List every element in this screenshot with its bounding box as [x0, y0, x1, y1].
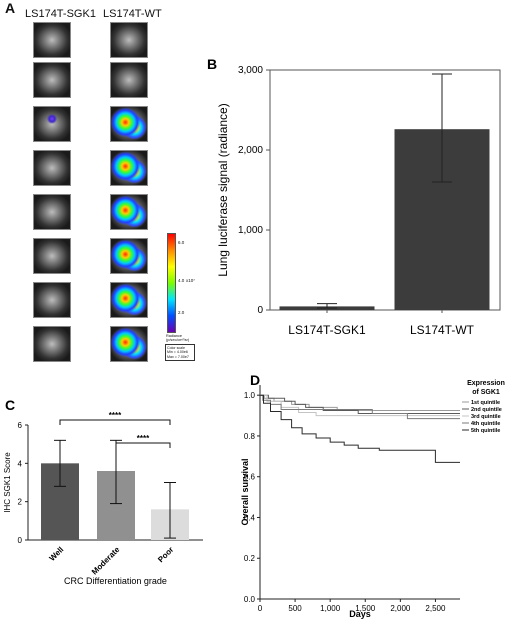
y-tick-label: 2,000	[238, 145, 263, 156]
x-tick-label: Poor	[156, 545, 175, 564]
y-tick-label: 0.0	[244, 595, 256, 604]
significance-bracket	[115, 442, 171, 448]
lung-image-wt-4	[110, 150, 148, 186]
colorbar-units-label: Radiance	[166, 334, 183, 338]
col-label-sgk1: LS174T-SGK1	[25, 8, 96, 20]
x-axis-label: CRC Differentiation grade	[64, 576, 167, 586]
lung-image-wt-6	[110, 238, 148, 274]
colorbar-tick-4: 4.0	[178, 278, 185, 283]
legend-label: 4th quintile	[471, 421, 500, 427]
x-tick-label: 1,500	[355, 604, 376, 613]
colorbar-max: Max = 7.00e7	[167, 354, 189, 359]
panel-a-letter: A	[5, 0, 16, 16]
lung-image-sgk1-7	[33, 282, 71, 318]
survival-curve	[260, 394, 460, 417]
panel-b-letter: B	[207, 56, 217, 72]
lung-image-sgk1-2	[33, 62, 71, 98]
x-tick-label: Moderate	[90, 545, 122, 577]
significance-label: ****	[109, 411, 122, 420]
x-axis-label: Days	[349, 609, 371, 619]
significance-bracket	[59, 419, 171, 425]
lung-image-sgk1-5	[33, 194, 71, 230]
legend-label: 5th quintile	[471, 428, 500, 434]
legend-label: 1st quintile	[471, 400, 500, 406]
x-tick-label: 500	[288, 604, 302, 613]
y-tick-label: 6	[18, 421, 23, 430]
x-tick-label: LS174T-SGK1	[288, 323, 366, 337]
colorbar-units-value: (p/sec/cm²/sr)	[166, 338, 190, 343]
survival-curve	[260, 394, 460, 463]
survival-curve	[260, 394, 460, 411]
lung-image-wt-5	[110, 194, 148, 230]
survival-curve	[260, 394, 460, 420]
colorbar-tick-6: 6.0	[178, 240, 185, 245]
y-axis-label: Overall survival	[240, 458, 250, 525]
plot-frame	[269, 69, 501, 311]
colorbar-tick-2: 2.0	[178, 310, 185, 315]
x-tick-label: 1,000	[320, 604, 341, 613]
y-tick-label: 0.8	[244, 432, 256, 441]
y-tick-label: 1.0	[244, 391, 256, 400]
x-tick-label: LS174T-WT	[410, 323, 475, 337]
y-tick-label: 0.6	[244, 473, 256, 482]
y-tick-label: 3,000	[238, 65, 263, 76]
lung-image-sgk1-6	[33, 238, 71, 274]
y-tick-label: 0.4	[244, 513, 256, 522]
chart-b: B 0 1,000 2,000 3,000 LS174T-SGK1 LS174T-WT Lun…	[207, 56, 501, 337]
lung-image-wt-2	[110, 62, 148, 98]
y-tick-label: 0.2	[244, 554, 256, 563]
colorbar	[167, 233, 176, 333]
lung-image-wt-1	[110, 22, 148, 58]
col-label-wt: LS174T-WT	[103, 8, 162, 20]
x-tick-label: 0	[258, 604, 263, 613]
colorbar-title: Color scale	[167, 346, 185, 350]
panel-c-letter: C	[5, 397, 15, 413]
panel-a: A LS174T-SGK1 LS174T-WT 6.0 4.0 x10⁷ 2.0…	[0, 0, 200, 380]
y-tick-label: 0	[257, 305, 263, 316]
lung-image-wt-7	[110, 282, 148, 318]
lung-image-wt-3	[110, 106, 148, 142]
panel-d-letter: D	[250, 372, 260, 388]
y-axis-label: IHC SGK1 Score	[3, 452, 12, 513]
colorbar-min: Min = 4.00e6	[167, 350, 188, 355]
colorbar-units: Radiance (p/sec/cm²/sr)	[166, 334, 189, 343]
y-tick-label: 0	[18, 536, 23, 545]
legend-title: Expression	[467, 380, 505, 387]
lung-image-sgk1-4	[33, 150, 71, 186]
x-tick-label: 2,500	[425, 604, 446, 613]
significance-label: ****	[137, 434, 150, 443]
legend-title: of SGK1	[472, 389, 500, 396]
legend-label: 3rd quintile	[471, 414, 501, 420]
survival-curve	[260, 394, 460, 414]
chart-d: D 0.0 0.2 0.4 0.6 0.8 1.0 0 500 1,000 1,500 2,000 2,…	[240, 372, 505, 619]
x-tick-label: Well	[48, 545, 66, 563]
chart-c: C 0 2 4 6 Well Moderate Poor IHC SGK1 Score CRC D…	[3, 397, 203, 586]
lung-image-sgk1-1	[33, 22, 71, 58]
lung-image-wt-8	[110, 326, 148, 362]
y-tick-label: 4	[18, 459, 23, 468]
colorbar-exponent: x10⁷	[186, 278, 195, 283]
legend-label: 2nd quintile	[471, 407, 502, 413]
colorbar-minmax-box: Color scale Min = 4.00e6 Max = 7.00e7	[165, 344, 195, 361]
y-axis-label: Lung luciferase signal (radiance)	[216, 103, 230, 276]
y-tick-label: 2	[18, 498, 23, 507]
lung-image-sgk1-3	[33, 106, 71, 142]
y-tick-label: 1,000	[238, 225, 263, 236]
x-tick-label: 2,000	[390, 604, 411, 613]
lung-image-sgk1-8	[33, 326, 71, 362]
